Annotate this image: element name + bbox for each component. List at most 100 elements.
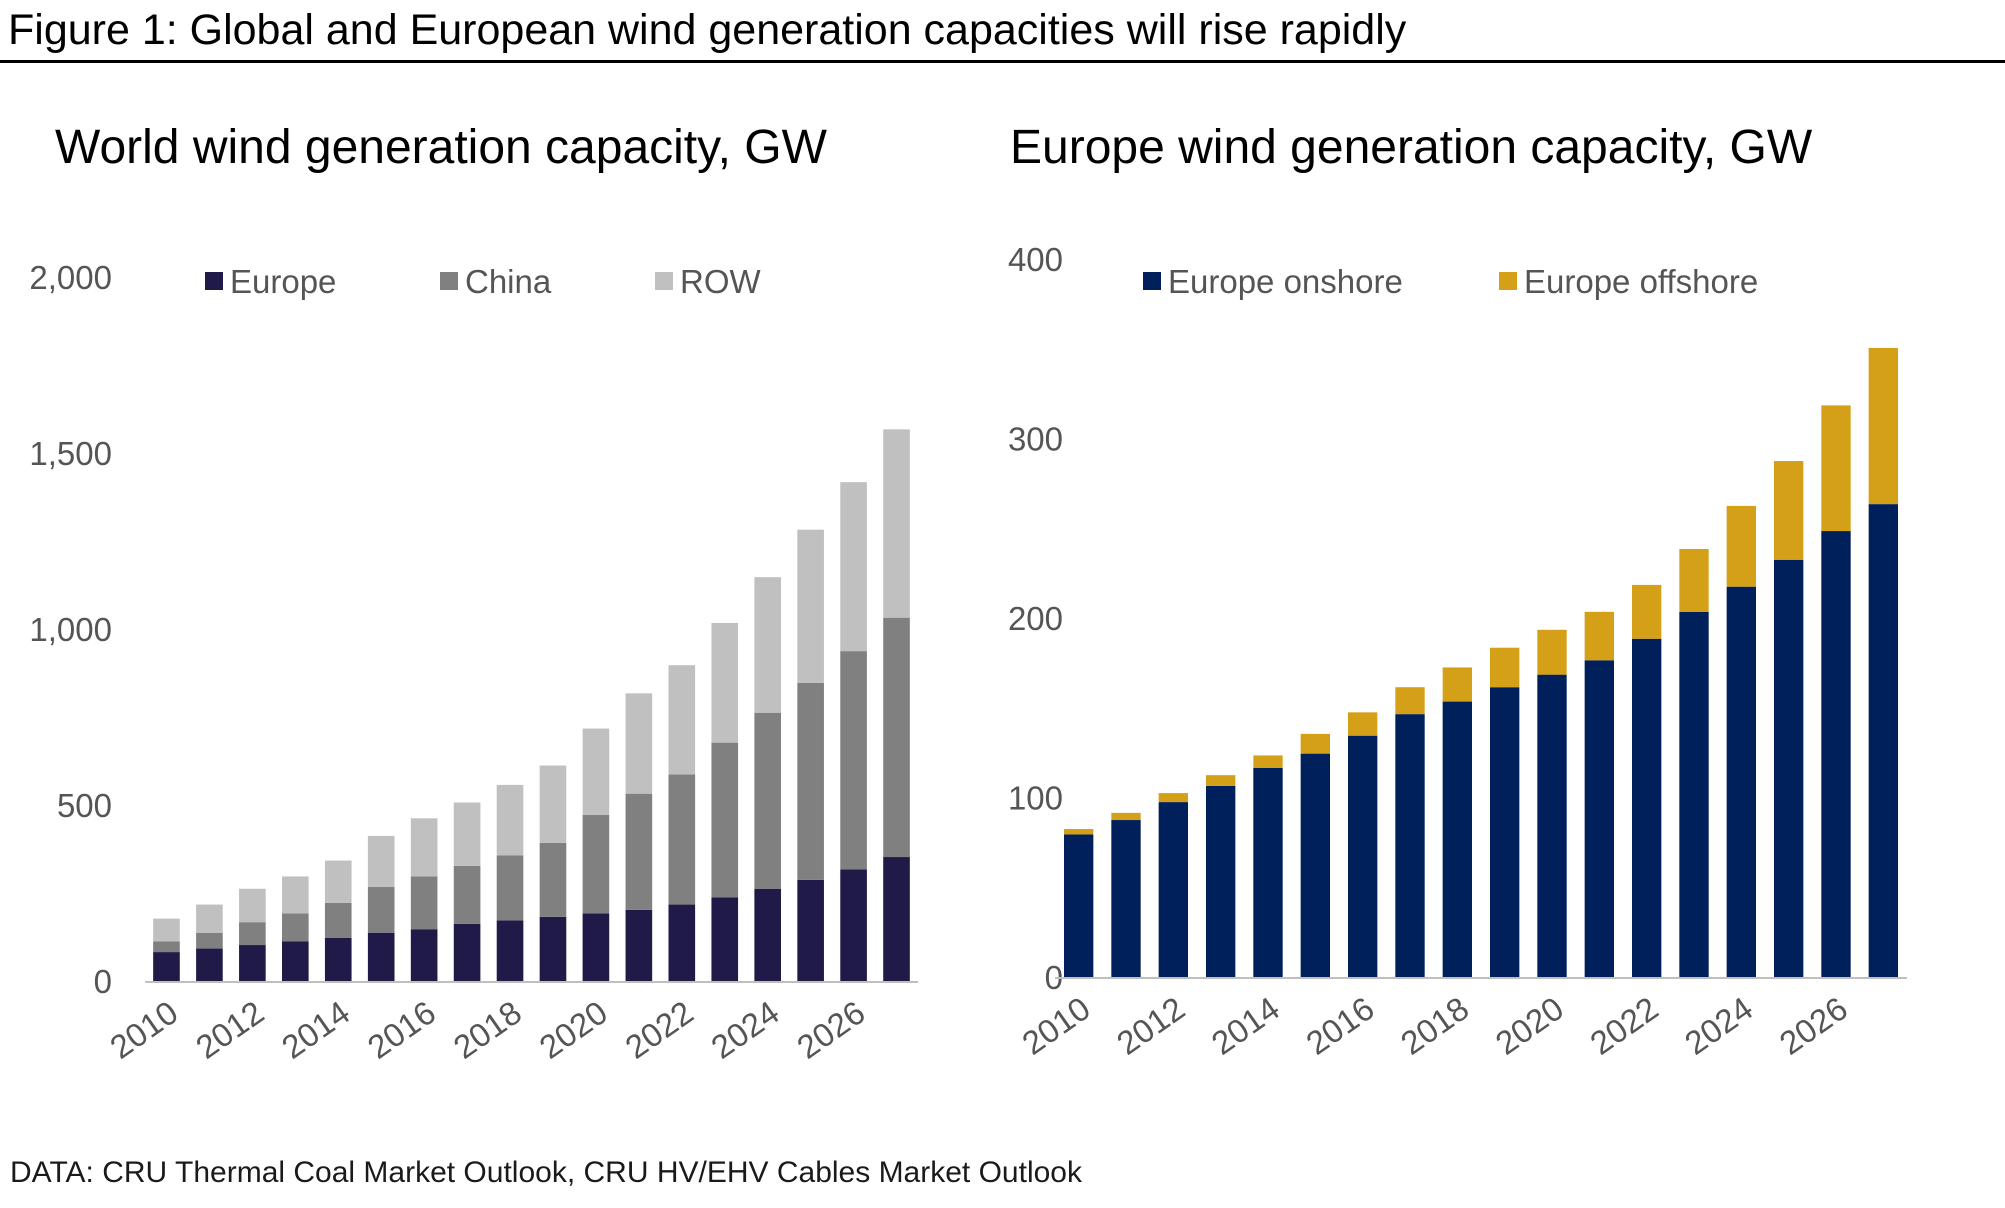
europe-x-tick-label: 2022 (1583, 989, 1664, 1061)
europe-x-tick-label: 2020 (1489, 989, 1570, 1061)
world-bar-europe-2022 (668, 904, 696, 982)
world-bar-europe-2014 (324, 938, 352, 982)
world-x-tick-label: 2012 (189, 993, 270, 1065)
world-bar-row-2016 (410, 818, 438, 877)
world-bar-china-2011 (196, 932, 223, 949)
europe-x-tick-label: 2012 (1110, 989, 1191, 1061)
europe-bar-europe-offshore-2012 (1158, 793, 1189, 803)
europe-bar-europe-onshore-2018 (1442, 701, 1473, 978)
europe-y-tick-label: 300 (1008, 421, 1063, 458)
world-chart-title: World wind generation capacity, GW (55, 121, 827, 174)
europe-bar-europe-onshore-2027 (1868, 504, 1899, 978)
europe-y-tick-label: 100 (1008, 780, 1063, 817)
world-bar-europe-2011 (196, 948, 223, 982)
world-bar-china-2024 (754, 712, 782, 889)
world-legend-swatch (205, 272, 223, 290)
title-divider (0, 60, 2005, 63)
europe-bar-europe-offshore-2013 (1205, 775, 1236, 786)
europe-legend-swatch (1143, 272, 1161, 290)
europe-bar-europe-offshore-2021 (1584, 611, 1615, 661)
world-x-tick-label: 2022 (618, 993, 699, 1065)
world-bar-europe-2027 (883, 857, 910, 982)
europe-legend-label: Europe offshore (1524, 263, 1758, 300)
world-bar-europe-2010 (153, 952, 180, 982)
world-bar-china-2016 (410, 876, 438, 930)
world-bar-europe-2016 (410, 929, 438, 982)
europe-bar-europe-onshore-2024 (1726, 586, 1757, 978)
world-legend-swatch (655, 272, 673, 290)
europe-bar-europe-onshore-2019 (1489, 687, 1520, 978)
world-bar-row-2021 (625, 693, 653, 794)
world-x-tick-label: 2010 (103, 993, 184, 1065)
world-bar-china-2022 (668, 774, 696, 905)
europe-bar-europe-onshore-2022 (1631, 638, 1662, 978)
world-legend-label: China (465, 263, 552, 300)
world-legend-label: ROW (680, 263, 762, 300)
europe-bar-europe-offshore-2022 (1631, 584, 1662, 639)
world-bar-europe-2012 (239, 945, 266, 982)
europe-bar-europe-offshore-2020 (1537, 629, 1567, 675)
world-bar-row-2027 (883, 429, 910, 618)
world-bar-china-2012 (239, 922, 266, 946)
europe-bar-europe-offshore-2011 (1111, 812, 1141, 821)
world-bar-row-2010 (153, 918, 180, 942)
figure-title: Figure 1: Global and European wind gener… (8, 6, 1407, 54)
world-y-tick-label: 500 (57, 787, 112, 824)
world-bar-europe-2023 (711, 897, 739, 982)
world-bar-europe-2021 (625, 909, 653, 982)
world-x-tick-label: 2026 (790, 993, 871, 1065)
world-bar-row-2024 (754, 577, 782, 713)
europe-bar-europe-offshore-2016 (1347, 712, 1378, 736)
world-bar-row-2011 (196, 904, 223, 933)
world-y-tick-label: 0 (94, 963, 112, 1000)
world-x-tick-label: 2016 (361, 993, 442, 1065)
world-y-tick-label: 2,000 (29, 259, 112, 296)
europe-bar-europe-onshore-2021 (1584, 660, 1615, 978)
europe-chart-title: Europe wind generation capacity, GW (1010, 121, 1813, 174)
world-bar-china-2015 (367, 886, 395, 933)
europe-bar-europe-onshore-2023 (1679, 611, 1709, 978)
world-bar-europe-2025 (797, 879, 824, 982)
world-bar-europe-2015 (367, 932, 395, 982)
world-bar-china-2018 (496, 855, 524, 921)
europe-bar-europe-offshore-2026 (1821, 405, 1851, 532)
europe-y-tick-label: 0 (1045, 959, 1063, 996)
world-bar-row-2019 (539, 765, 567, 843)
world-bar-row-2022 (668, 665, 696, 775)
world-bar-row-2023 (711, 622, 739, 743)
europe-bar-europe-onshore-2016 (1347, 735, 1378, 978)
europe-bar-europe-onshore-2017 (1395, 714, 1425, 978)
world-bar-china-2020 (582, 814, 610, 914)
world-bar-row-2025 (797, 529, 824, 683)
world-bar-china-2019 (539, 842, 567, 917)
europe-bar-europe-offshore-2018 (1442, 667, 1473, 702)
world-bar-row-2017 (453, 802, 481, 866)
europe-bar-europe-offshore-2025 (1773, 461, 1804, 560)
europe-x-tick-label: 2014 (1205, 989, 1286, 1061)
world-bar-row-2014 (324, 860, 352, 903)
europe-y-tick-label: 200 (1008, 600, 1063, 637)
europe-x-tick-label: 2024 (1678, 989, 1759, 1061)
europe-x-tick-label: 2026 (1773, 989, 1854, 1061)
world-bar-europe-2017 (453, 923, 481, 982)
europe-legend-swatch (1499, 272, 1517, 290)
world-x-tick-label: 2020 (533, 993, 614, 1065)
europe-bar-europe-offshore-2017 (1395, 687, 1425, 715)
source-note: DATA: CRU Thermal Coal Market Outlook, C… (10, 1156, 1082, 1189)
world-bar-europe-2013 (281, 941, 309, 982)
world-bar-row-2015 (367, 835, 395, 887)
europe-legend-label: Europe onshore (1168, 263, 1403, 300)
world-bar-europe-2026 (840, 869, 867, 982)
world-bar-china-2026 (840, 651, 867, 870)
world-bar-europe-2018 (496, 920, 524, 982)
world-bar-row-2020 (582, 728, 610, 815)
europe-bar-europe-onshore-2012 (1158, 802, 1189, 978)
world-x-tick-label: 2014 (275, 993, 356, 1065)
world-bar-china-2010 (153, 941, 180, 953)
world-bar-china-2027 (883, 617, 910, 858)
europe-bar-europe-onshore-2011 (1111, 820, 1141, 978)
world-x-tick-label: 2024 (704, 993, 785, 1065)
europe-bar-europe-offshore-2010 (1063, 829, 1094, 835)
